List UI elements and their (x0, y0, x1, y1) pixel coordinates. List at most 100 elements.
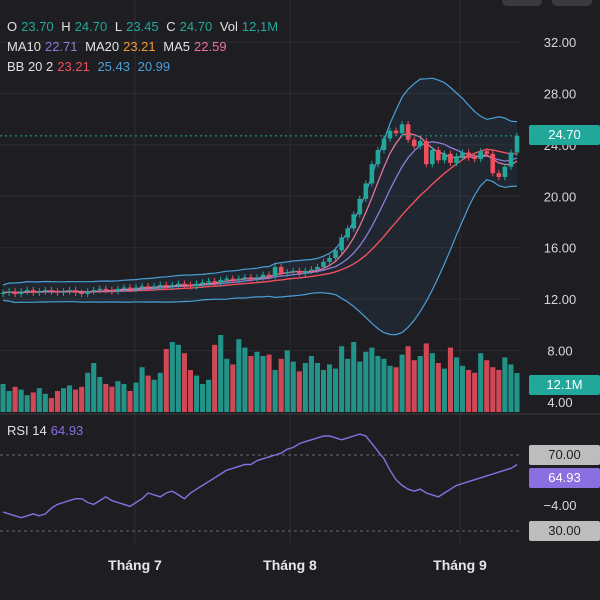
volume-bar (290, 361, 296, 412)
y-tick-label: 4.00 (547, 395, 572, 410)
candle-body (478, 151, 483, 159)
candle-body (194, 283, 199, 287)
candle-body (321, 261, 326, 267)
volume-bar (236, 339, 242, 412)
volume-bar (42, 393, 48, 412)
volume-bar (435, 363, 441, 412)
volume-bar (502, 357, 508, 412)
candle-body (37, 291, 42, 293)
candle-body (49, 290, 54, 292)
candle-body (297, 270, 302, 274)
ohlc-legend: O 23.70 H 24.70 L 23.45 C 24.70 Vol 12,1M (7, 19, 279, 34)
candle-body (508, 152, 514, 167)
volume-bar (508, 364, 514, 412)
volume-bar (375, 356, 381, 412)
candle-body (423, 141, 429, 165)
volume-bar (411, 360, 417, 412)
volume-bar (369, 347, 375, 412)
volume-value: 12,1M (241, 19, 279, 34)
candle-body (369, 164, 375, 184)
candle-body (67, 290, 72, 292)
candle-body (417, 141, 423, 147)
bb-lower-value: 20.99 (137, 59, 171, 74)
rsi-tick-label: −4.00 (544, 498, 577, 513)
candle-body (448, 153, 453, 163)
candle-body (490, 153, 496, 174)
candle-body (145, 286, 151, 288)
rsi-value-tag: 64.93 (529, 468, 600, 488)
candle-body (43, 290, 48, 292)
volume-bar (66, 385, 73, 412)
candle-body (266, 274, 272, 276)
rsi-lower-tag: 30.00 (529, 521, 600, 541)
candle-body (139, 286, 145, 288)
volume-bar (163, 349, 169, 412)
volume-bar (103, 384, 109, 412)
volume-bar (405, 346, 411, 412)
volume-bar (18, 389, 24, 412)
candle-body (333, 250, 338, 258)
volume-bar (30, 392, 36, 412)
y-tick-label: 28.00 (544, 86, 577, 101)
open-value: 23.70 (21, 19, 54, 34)
last-price-tag: 24.70 (529, 125, 600, 145)
candle-body (103, 288, 109, 291)
volume-bar (266, 354, 272, 412)
candle-body (200, 282, 205, 284)
candle-body (502, 166, 508, 177)
candle-body (121, 287, 127, 289)
volume-bar (260, 356, 266, 412)
x-axis-label: Tháng 8 (263, 557, 317, 573)
volume-bar (351, 342, 357, 412)
candle-body (375, 150, 381, 165)
volume-bar (278, 358, 284, 412)
y-tick-label: 8.00 (547, 344, 572, 359)
volume-bar (242, 347, 248, 412)
volume-bar (466, 370, 472, 412)
candle-body (133, 287, 139, 289)
candle-body (73, 290, 78, 293)
volume-bar (85, 372, 91, 412)
candle-body (472, 157, 477, 159)
candle-body (157, 285, 163, 287)
candle-body (430, 150, 435, 165)
x-axis-label: Tháng 9 (433, 557, 487, 573)
candle-body (315, 267, 320, 270)
rsi-upper-tag: 70.00 (529, 445, 600, 465)
toolbar-button-left[interactable] (502, 0, 542, 6)
volume-bar (326, 364, 333, 412)
candle-body (381, 138, 387, 150)
candle-body (466, 152, 471, 158)
candle-body (387, 130, 393, 139)
volume-bar (115, 381, 121, 412)
toolbar-button-right[interactable] (552, 0, 592, 6)
volume-bar (514, 373, 520, 412)
ma5-value: 22.59 (194, 39, 227, 54)
volume-bar (60, 388, 67, 412)
volume-bar (441, 368, 447, 412)
volume-bar (175, 344, 181, 412)
volume-bar (472, 372, 478, 412)
bollinger-band-fill (3, 78, 517, 335)
candle-body (284, 272, 290, 274)
candle-body (163, 285, 169, 287)
volume-bar (91, 363, 97, 412)
volume-bar (97, 377, 103, 412)
candle-body (260, 274, 266, 278)
candle-body (399, 124, 405, 134)
candle-body (0, 292, 6, 294)
candle-body (357, 198, 363, 215)
volume-bar (393, 367, 399, 412)
candle-body (6, 291, 12, 293)
volume-bar (447, 347, 454, 412)
candle-body (496, 173, 502, 177)
volume-bar (284, 350, 290, 412)
candle-body (278, 267, 284, 274)
candle-body (514, 135, 520, 153)
volume-bar (272, 370, 278, 412)
volume-bar (133, 382, 139, 412)
y-tick-label: 12.00 (544, 292, 577, 307)
volume-bar (314, 363, 320, 412)
volume-bar (308, 356, 314, 412)
